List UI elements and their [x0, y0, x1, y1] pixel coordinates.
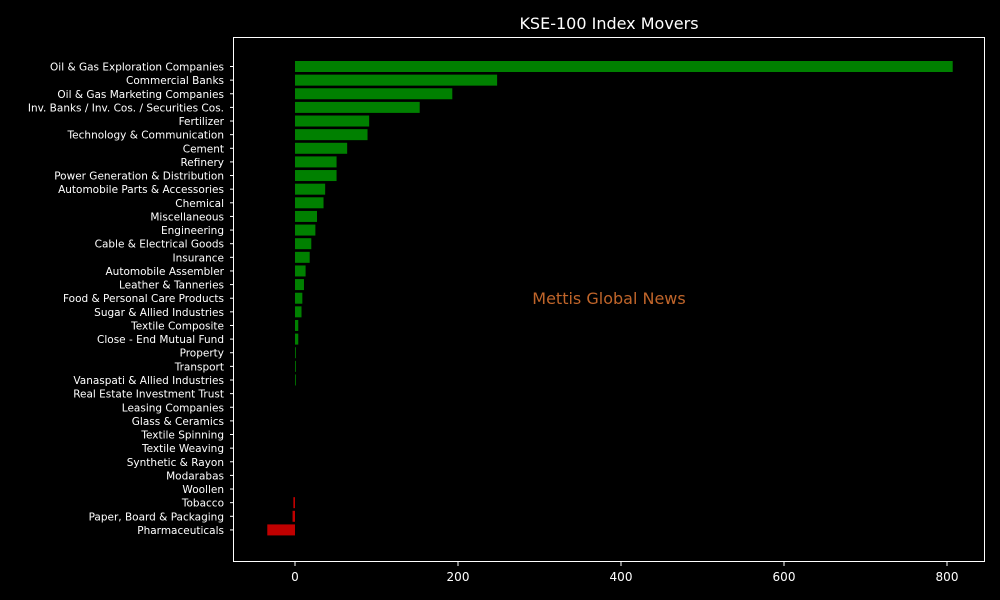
- bar-2: [295, 88, 453, 100]
- category-label-19: Textile Composite: [130, 320, 224, 332]
- plot-area-frame: [233, 37, 985, 562]
- category-label-12: Engineering: [161, 225, 224, 237]
- x-tick-label-1: 200: [447, 570, 470, 584]
- bar-18: [295, 306, 302, 318]
- category-label-4: Fertilizer: [179, 116, 225, 128]
- bar-34: [267, 524, 295, 536]
- category-label-15: Automobile Assembler: [106, 266, 225, 278]
- bar-14: [295, 251, 310, 263]
- bar-3: [295, 101, 420, 113]
- category-labels-group: Oil & Gas Exploration CompaniesCommercia…: [28, 62, 234, 537]
- category-label-8: Power Generation & Distribution: [54, 171, 224, 183]
- bar-9: [295, 183, 326, 195]
- category-label-32: Tobacco: [181, 498, 224, 510]
- bar-8: [295, 170, 337, 182]
- bar-33: [292, 510, 295, 522]
- bar-21: [295, 347, 296, 359]
- category-label-26: Glass & Ceramics: [132, 416, 224, 428]
- category-label-1: Commercial Banks: [126, 75, 224, 87]
- category-label-20: Close - End Mutual Fund: [97, 334, 224, 346]
- bar-7: [295, 156, 337, 168]
- bar-1: [295, 74, 498, 86]
- watermark-text: Mettis Global News: [532, 289, 685, 308]
- bar-23: [295, 374, 296, 386]
- category-label-25: Leasing Companies: [122, 402, 224, 414]
- category-label-21: Property: [180, 348, 224, 360]
- bar-11: [295, 210, 318, 222]
- category-label-23: Vanaspati & Allied Industries: [73, 375, 224, 387]
- category-label-30: Modarabas: [166, 470, 224, 482]
- bar-6: [295, 142, 348, 154]
- bar-32: [293, 497, 295, 509]
- bar-13: [295, 238, 312, 250]
- category-label-31: Woollen: [182, 484, 224, 496]
- chart-title: KSE-100 Index Movers: [519, 14, 698, 33]
- x-tick-label-3: 600: [773, 570, 796, 584]
- category-label-9: Automobile Parts & Accessories: [58, 184, 224, 196]
- category-label-2: Oil & Gas Marketing Companies: [57, 89, 224, 101]
- bar-4: [295, 115, 370, 127]
- bar-16: [295, 279, 304, 291]
- category-label-0: Oil & Gas Exploration Companies: [50, 62, 224, 74]
- x-axis: 0 200 400 600 800: [291, 561, 958, 584]
- category-label-13: Cable & Electrical Goods: [95, 239, 224, 251]
- category-label-22: Transport: [174, 361, 224, 373]
- bar-10: [295, 197, 324, 209]
- category-label-34: Pharmaceuticals: [137, 525, 224, 537]
- category-label-5: Technology & Communication: [67, 130, 224, 142]
- bar-15: [295, 265, 306, 277]
- category-label-3: Inv. Banks / Inv. Cos. / Securities Cos.: [28, 102, 224, 114]
- category-label-7: Refinery: [180, 157, 224, 169]
- bar-20: [295, 333, 299, 345]
- category-label-29: Synthetic & Rayon: [127, 457, 224, 469]
- bar-19: [295, 319, 299, 331]
- bar-12: [295, 224, 316, 236]
- category-label-33: Paper, Board & Packaging: [89, 511, 224, 523]
- category-label-27: Textile Spinning: [140, 430, 224, 442]
- category-label-28: Textile Weaving: [141, 443, 224, 455]
- category-label-11: Miscellaneous: [150, 211, 224, 223]
- category-label-16: Leather & Tanneries: [119, 280, 224, 292]
- category-label-14: Insurance: [172, 252, 224, 264]
- bars-group: [267, 61, 953, 536]
- bar-0: [295, 61, 953, 72]
- x-tick-label-0: 0: [291, 570, 299, 584]
- bar-5: [295, 129, 368, 141]
- category-label-10: Chemical: [175, 198, 224, 210]
- x-tick-label-4: 800: [936, 570, 959, 584]
- category-label-18: Sugar & Allied Industries: [94, 307, 224, 319]
- category-label-24: Real Estate Investment Trust: [73, 389, 224, 401]
- category-label-17: Food & Personal Care Products: [63, 293, 224, 305]
- category-label-6: Cement: [183, 143, 224, 155]
- bar-17: [295, 292, 303, 304]
- bar-22: [295, 360, 296, 372]
- x-tick-label-2: 400: [610, 570, 633, 584]
